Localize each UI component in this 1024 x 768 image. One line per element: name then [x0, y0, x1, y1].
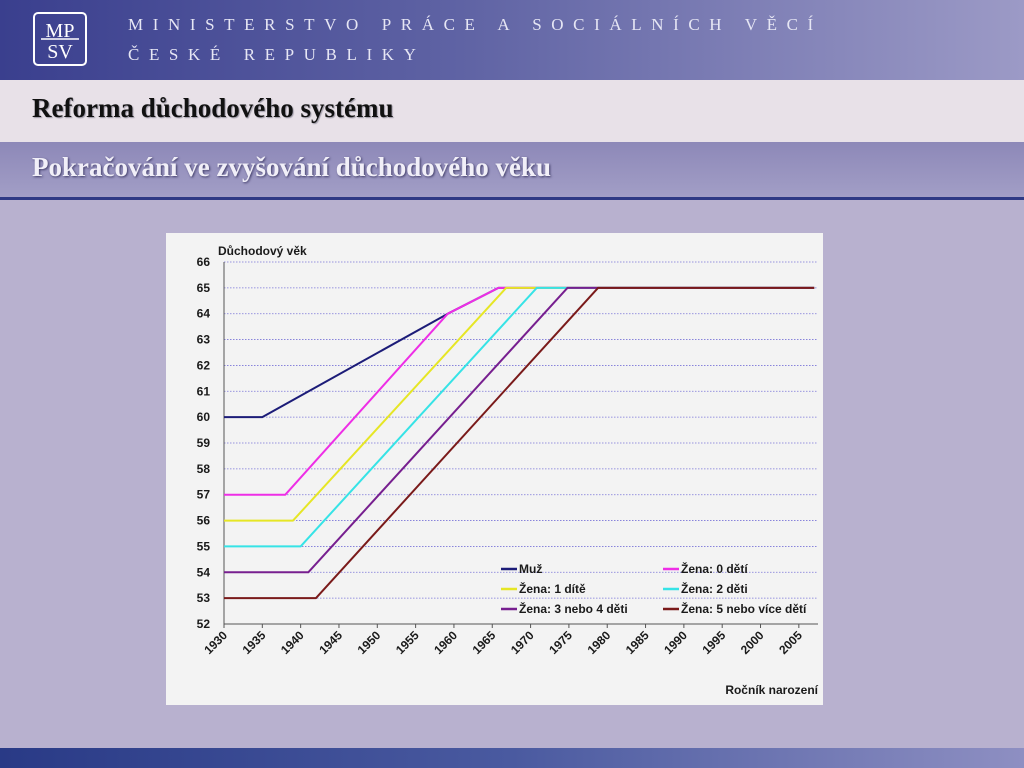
x-tick-label: 1980: [585, 628, 614, 657]
x-tick-label: 1930: [201, 628, 230, 657]
x-tick-label: 1940: [278, 628, 307, 657]
x-tick-label: 1970: [508, 628, 537, 657]
x-tick-label: 1985: [623, 628, 652, 657]
x-tick-label: 1960: [431, 628, 460, 657]
title-bar: [0, 80, 1024, 142]
y-tick-label: 54: [197, 565, 211, 579]
legend-label: Žena: 1 dítě: [519, 581, 586, 596]
x-tick-label: 1955: [393, 628, 422, 657]
legend-label: Žena: 2 děti: [681, 581, 748, 596]
y-tick-label: 62: [197, 358, 211, 372]
x-tick-label: 1965: [470, 628, 499, 657]
slide-subtitle: Pokračování ve zvyšování důchodového věk…: [32, 152, 552, 182]
ministry-country: ČESKÉ REPUBLIKY: [128, 45, 426, 64]
mpsv-logo: MP SV: [33, 12, 87, 66]
x-tick-label: 1945: [316, 628, 345, 657]
x-tick-label: 1975: [546, 628, 575, 657]
legend: Muž Žena: 0 dětí Žena: 1 dítě Žena: 2 děti Ž…: [501, 561, 807, 616]
axes: 52 53 54 55 56 57 58 59 60 61 62 63 64 65 66 1930 1935 19…: [197, 255, 818, 657]
y-tick-label: 53: [197, 591, 211, 605]
footer-bar: [0, 748, 1024, 768]
x-tick-label: 1935: [240, 628, 269, 657]
legend-label: Žena: 0 dětí: [681, 561, 748, 576]
logo-text-bottom: SV: [47, 41, 73, 63]
x-tick-label: 1995: [700, 628, 729, 657]
legend-label: Žena: 5 nebo více dětí: [681, 601, 807, 616]
y-tick-label: 52: [197, 617, 211, 631]
y-tick-label: 66: [197, 255, 211, 269]
series-line: [224, 286, 815, 522]
chart-svg: 52 53 54 55 56 57 58 59 60 61 62 63 64 65 66 1930 1935 19…: [197, 244, 819, 697]
retirement-age-chart: 52 53 54 55 56 57 58 59 60 61 62 63 64 65 66 1930 1935 19…: [166, 233, 823, 705]
y-tick-label: 57: [197, 488, 211, 502]
x-tick-label: 1990: [661, 628, 690, 657]
header-bar: MP SV MINISTERSTVO PRÁCE A SOCIÁLNÍCH VĚ…: [0, 0, 1024, 80]
y-tick-label: 61: [197, 384, 211, 398]
series-lines: [224, 286, 815, 600]
x-axis-label: Ročník narození: [725, 683, 818, 697]
series-line: [224, 286, 815, 600]
logo-text-top: MP: [46, 20, 75, 42]
ministry-name: MINISTERSTVO PRÁCE A SOCIÁLNÍCH VĚCÍ: [128, 15, 823, 34]
y-tick-label: 59: [197, 436, 211, 450]
y-tick-label: 60: [197, 410, 211, 424]
subtitle-bar: [0, 142, 1024, 200]
slide-title: Reforma důchodového systému: [32, 93, 394, 123]
y-tick-label: 55: [197, 539, 211, 553]
grid-lines: [224, 261, 818, 599]
y-tick-label: 63: [197, 333, 211, 347]
legend-label: Muž: [519, 562, 542, 576]
y-axis-label: Důchodový věk: [218, 244, 307, 258]
series-line: [224, 286, 815, 574]
y-tick-label: 64: [197, 307, 211, 321]
x-tick-label: 2005: [776, 628, 805, 657]
y-tick-label: 58: [197, 462, 211, 476]
legend-label: Žena: 3 nebo 4 děti: [519, 601, 628, 616]
y-tick-label: 56: [197, 514, 211, 528]
y-tick-label: 65: [197, 281, 211, 295]
x-tick-label: 1950: [355, 628, 384, 657]
x-tick-label: 2000: [738, 628, 767, 657]
